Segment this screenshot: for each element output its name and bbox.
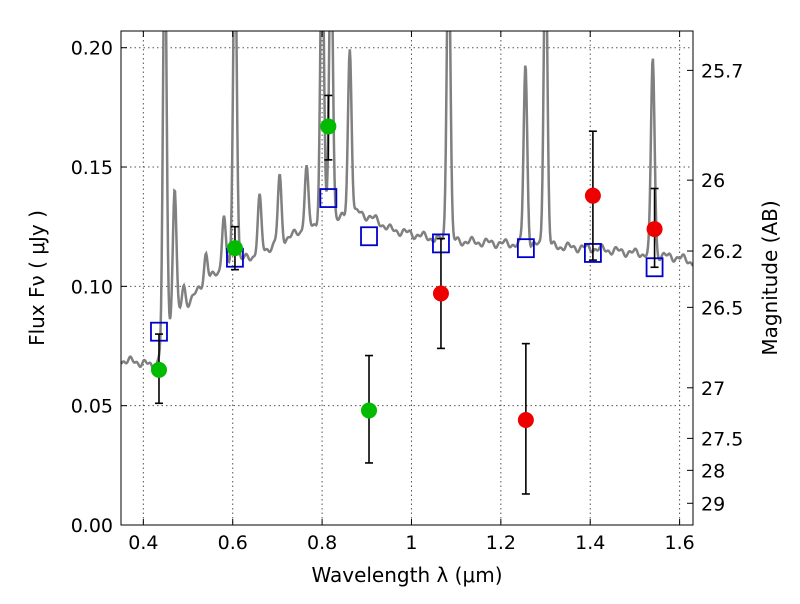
- data-circle-point: [150, 361, 167, 378]
- x-tick-label: 0.8: [307, 532, 337, 554]
- data-circle-point: [517, 411, 534, 428]
- y-tick-label: 0.00: [71, 515, 113, 537]
- x-tick-label: 1.4: [575, 532, 605, 554]
- plot-frame: [120, 30, 694, 526]
- right-tick-label: 25.7: [701, 60, 743, 82]
- model-square-point: [360, 226, 378, 247]
- y-tick-label: 0.15: [71, 157, 113, 179]
- data-circle-point: [320, 118, 337, 135]
- right-tick-label: 28: [701, 460, 725, 482]
- right-tick-label: 29: [701, 493, 725, 515]
- right-tick-label: 26: [701, 170, 725, 192]
- x-tick-label: 0.4: [128, 532, 158, 554]
- model-square-point: [516, 238, 535, 259]
- ticks-layer: 0.4 0.6 0.8 1 1.2 1.4 1.6 0.00 0.05 0.10 0.15 0.20 2…: [71, 31, 743, 554]
- right-axis-title: Magnitude (AB): [758, 200, 782, 355]
- y-axis-title: Flux Fν ( μJy ): [25, 210, 49, 346]
- right-tick-label: 26.5: [701, 297, 743, 319]
- x-tick-label: 0.6: [218, 532, 248, 554]
- data-points-layer: [150, 94, 664, 495]
- spectrum-line: [121, 31, 693, 374]
- x-tick-label: 1.6: [664, 532, 694, 554]
- data-circle-point: [584, 187, 601, 204]
- y-tick-label: 0.20: [71, 38, 113, 60]
- right-tick-label: 27: [701, 378, 725, 400]
- data-circle-point: [646, 221, 663, 238]
- y-tick-label: 0.10: [71, 276, 113, 298]
- right-tick-label: 27.5: [701, 428, 743, 450]
- model-square-point: [319, 188, 338, 208]
- data-circle-point: [432, 285, 449, 302]
- x-tick-label: 1.2: [486, 532, 516, 554]
- data-circle-point: [226, 240, 243, 257]
- data-circle-point: [361, 402, 378, 419]
- spectrum-layer: [121, 31, 693, 374]
- x-axis-title: Wavelength λ (μm): [311, 563, 502, 587]
- right-tick-label: 26.2: [701, 241, 743, 263]
- x-tick-label: 1: [405, 532, 417, 554]
- y-tick-label: 0.05: [71, 396, 113, 418]
